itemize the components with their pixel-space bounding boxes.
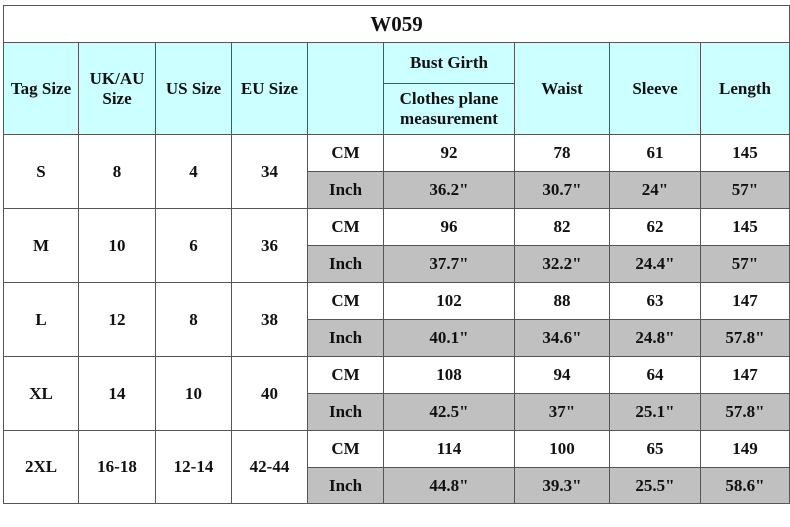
uk-au-size-cell: 16-18: [78, 430, 156, 504]
waist-cm-cell: 100: [514, 430, 610, 468]
bust-cm-cell: 114: [383, 430, 515, 468]
sleeve-inch-cell: 24.8": [609, 319, 701, 357]
bust-cm-cell: 102: [383, 282, 515, 320]
header-unit: [307, 42, 384, 135]
length-inch-cell: 57": [700, 171, 790, 209]
header-tag-size: Tag Size: [3, 42, 79, 135]
unit-inch-cell: Inch: [307, 467, 384, 504]
unit-inch-cell: Inch: [307, 171, 384, 209]
length-inch-cell: 57.8": [700, 393, 790, 431]
length-inch-cell: 57": [700, 245, 790, 283]
unit-cm-cell: CM: [307, 430, 384, 468]
sleeve-cm-cell: 61: [609, 134, 701, 172]
sleeve-inch-cell: 24.4": [609, 245, 701, 283]
waist-cm-cell: 82: [514, 208, 610, 246]
tag-size-cell: L: [3, 282, 79, 357]
eu-size-cell: 40: [231, 356, 308, 431]
waist-cm-cell: 78: [514, 134, 610, 172]
sleeve-inch-cell: 25.5": [609, 467, 701, 504]
us-size-cell: 12-14: [155, 430, 232, 504]
uk-au-size-cell: 10: [78, 208, 156, 283]
tag-size-cell: 2XL: [3, 430, 79, 504]
bust-inch-cell: 44.8": [383, 467, 515, 504]
sleeve-inch-cell: 24": [609, 171, 701, 209]
unit-cm-cell: CM: [307, 208, 384, 246]
waist-inch-cell: 30.7": [514, 171, 610, 209]
length-cm-cell: 145: [700, 208, 790, 246]
unit-cm-cell: CM: [307, 356, 384, 394]
waist-inch-cell: 39.3": [514, 467, 610, 504]
size-table: W059 Tag Size UK/AU Size US Size EU Size…: [3, 5, 790, 504]
length-cm-cell: 147: [700, 282, 790, 320]
unit-inch-cell: Inch: [307, 393, 384, 431]
sleeve-cm-cell: 64: [609, 356, 701, 394]
eu-size-cell: 36: [231, 208, 308, 283]
sleeve-cm-cell: 63: [609, 282, 701, 320]
length-cm-cell: 145: [700, 134, 790, 172]
length-cm-cell: 147: [700, 356, 790, 394]
eu-size-cell: 42-44: [231, 430, 308, 504]
waist-inch-cell: 32.2": [514, 245, 610, 283]
header-us-size: US Size: [155, 42, 232, 135]
size-chart: W059 Tag Size UK/AU Size US Size EU Size…: [3, 5, 790, 504]
sleeve-cm-cell: 62: [609, 208, 701, 246]
bust-cm-cell: 96: [383, 208, 515, 246]
length-inch-cell: 57.8": [700, 319, 790, 357]
tag-size-cell: XL: [3, 356, 79, 431]
bust-cm-cell: 108: [383, 356, 515, 394]
uk-au-size-cell: 12: [78, 282, 156, 357]
sleeve-cm-cell: 65: [609, 430, 701, 468]
waist-inch-cell: 34.6": [514, 319, 610, 357]
unit-inch-cell: Inch: [307, 319, 384, 357]
length-cm-cell: 149: [700, 430, 790, 468]
us-size-cell: 4: [155, 134, 232, 209]
us-size-cell: 8: [155, 282, 232, 357]
unit-cm-cell: CM: [307, 282, 384, 320]
header-eu-size: EU Size: [231, 42, 308, 135]
header-bust-girth: Bust Girth: [383, 42, 515, 84]
header-waist: Waist: [514, 42, 610, 135]
tag-size-cell: S: [3, 134, 79, 209]
uk-au-size-cell: 8: [78, 134, 156, 209]
table-title: W059: [3, 5, 790, 43]
header-uk-au-size: UK/AU Size: [78, 42, 156, 135]
bust-inch-cell: 42.5": [383, 393, 515, 431]
eu-size-cell: 34: [231, 134, 308, 209]
bust-inch-cell: 36.2": [383, 171, 515, 209]
sleeve-inch-cell: 25.1": [609, 393, 701, 431]
bust-inch-cell: 37.7": [383, 245, 515, 283]
waist-cm-cell: 94: [514, 356, 610, 394]
unit-inch-cell: Inch: [307, 245, 384, 283]
header-sleeve: Sleeve: [609, 42, 701, 135]
length-inch-cell: 58.6": [700, 467, 790, 504]
eu-size-cell: 38: [231, 282, 308, 357]
unit-cm-cell: CM: [307, 134, 384, 172]
bust-cm-cell: 92: [383, 134, 515, 172]
us-size-cell: 6: [155, 208, 232, 283]
uk-au-size-cell: 14: [78, 356, 156, 431]
header-length: Length: [700, 42, 790, 135]
waist-inch-cell: 37": [514, 393, 610, 431]
header-bust-note: Clothes plane measurement: [383, 83, 515, 135]
tag-size-cell: M: [3, 208, 79, 283]
us-size-cell: 10: [155, 356, 232, 431]
waist-cm-cell: 88: [514, 282, 610, 320]
bust-inch-cell: 40.1": [383, 319, 515, 357]
